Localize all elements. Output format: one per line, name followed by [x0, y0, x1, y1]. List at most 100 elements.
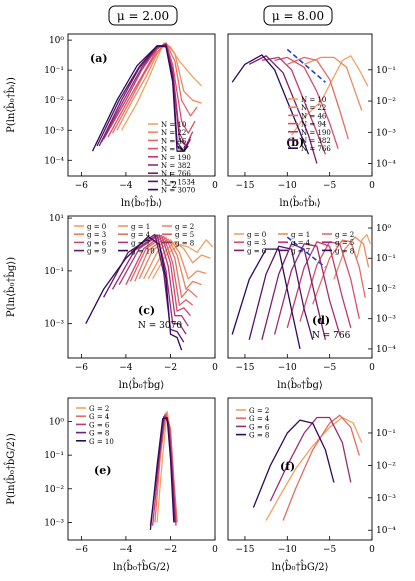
y-tick-label-e-1: 10⁻¹: [44, 451, 64, 461]
panel-e: −6 −4 −2 0 10⁰ 10⁻¹ 10⁻² 10⁻³ ln⟨b̂₀†b̂G/2⟩ P(ln⟨…: [4, 397, 218, 573]
x-axis-label-b: ln⟨b̂₀†b̂ᵢ⟩: [279, 196, 320, 209]
y-tick-label-e-3: 10⁻³: [44, 518, 64, 528]
legend-entry-b-1: N = 22: [301, 104, 326, 112]
series-line-d-8: [231, 248, 301, 350]
series-line-b-0: [290, 55, 369, 136]
legend-entry-c-7: g = 7: [131, 239, 150, 247]
y-axis-label-c: P(ln⟨b̂₀†b̂g⟩): [4, 257, 17, 317]
series-line-f-2: [269, 416, 352, 502]
legend-entry-b-0: N = 10: [301, 96, 326, 104]
panel-note-c: N = 3070: [138, 321, 182, 331]
series-line-e-4: [149, 417, 175, 530]
x-tick-label-b-2: −5: [323, 181, 337, 191]
series-line-d-1: [333, 236, 370, 280]
y-tick-label-d-3: 10⁻³: [376, 315, 396, 325]
legend-entry-e-2: G = 6: [89, 421, 110, 429]
fit-line-b: [286, 48, 326, 83]
legend-d: g = 0 g = 1 g = 2 g = 3 g = 4 g = 5 g = 6 g = 7…: [234, 231, 354, 255]
legend-entry-e-0: G = 2: [89, 405, 109, 413]
y-tick-label-f-2: 10⁻³: [376, 494, 396, 504]
y-tick-label-e-2: 10⁻²: [44, 485, 64, 495]
series-line-f-3: [252, 419, 335, 508]
y-tick-label-c-2: 10⁻³: [44, 320, 64, 330]
legend-entry-e-1: G = 4: [89, 413, 110, 421]
legend-entry-f-1: G = 4: [249, 415, 270, 423]
series-line-b-1: [303, 56, 363, 111]
panel-b: −15 −10 −5 010⁻¹10⁻²10⁻³10⁻⁴ln⟨b̂₀†b̂ᵢ⟩(b)N…: [227, 33, 396, 209]
panel-label-f: (f): [280, 460, 295, 473]
x-tick-label-d-3: 0: [369, 363, 375, 373]
x-axis-label-f: ln⟨b̂₀†b̂G/2⟩: [272, 560, 329, 573]
y-tick-label-b-0: 10⁻¹: [376, 66, 396, 76]
legend-entry-c-10: g = 10: [131, 248, 155, 256]
y-tick-label-d-1: 10⁻¹: [376, 254, 396, 264]
legend-entry-f-3: G = 8: [249, 432, 269, 440]
series-line-c-4: [134, 237, 198, 298]
panel-a: −6 −4 −2 0 10⁰ 10⁻¹ 10⁻² 10⁻³ 10⁻⁴ ln⟨b̂₀†b̂ᵢ⟩ P(l…: [4, 33, 218, 209]
panel-label-a: (a): [90, 52, 108, 65]
legend-entry-c-6: g = 6: [87, 239, 107, 247]
legend-entry-a-1: N = 22: [161, 129, 186, 137]
x-tick-label-d-0: −15: [235, 363, 254, 373]
series-line-b-4: [261, 56, 327, 155]
y-tick-label-f-0: 10⁻¹: [376, 429, 396, 439]
x-tick-label-b-0: −15: [235, 181, 254, 191]
series-line-d-2: [312, 239, 366, 305]
legend-entry-e-4: G = 10: [89, 438, 114, 446]
x-axis-label-d: ln⟨b̂₀†b̂g⟩: [277, 378, 323, 391]
legend-entry-c-9: g = 9: [87, 248, 106, 256]
panel-frame: [67, 215, 216, 359]
legend-entry-b-6: N = 766: [301, 145, 331, 153]
y-tick-label-a-1: 10⁻¹: [44, 66, 64, 76]
series-line-c-10: [85, 235, 183, 351]
x-tick-label-c-0: −6: [75, 363, 89, 373]
x-tick-label-b-3: 0: [369, 181, 375, 191]
series-line-d-6: [261, 243, 327, 340]
panel-label-d: (d): [312, 314, 330, 327]
y-tick-label-f-3: 10⁻⁴: [376, 526, 396, 536]
legend-entry-c-3: g = 3: [87, 231, 106, 239]
panel-label-e: (e): [94, 464, 111, 477]
series-line-d-0: [356, 234, 371, 259]
panel-d: −15 −10 −5 0 10⁰ 10⁻¹ 10⁻² 10⁻³ 10⁻⁴ ln⟨b̂₀†b̂g⟩ (…: [227, 215, 396, 391]
series-line-d-4: [286, 241, 352, 328]
series-line-a-8: [91, 45, 189, 152]
y-tick-label-c-1: 10⁻¹: [44, 267, 64, 277]
series-line-a-0: [120, 42, 203, 131]
x-tick-label-f-0: −15: [235, 545, 254, 555]
y-tick-label-d-0: 10⁰: [376, 224, 391, 234]
x-tick-label-c-1: −4: [119, 363, 133, 373]
x-tick-label-a-3: 0: [212, 181, 218, 191]
y-tick-label-f-1: 10⁻²: [376, 461, 396, 471]
series-line-c-9: [103, 233, 185, 343]
x-tick-label-e-2: −2: [164, 545, 177, 555]
header-left-text: μ = 2.00: [117, 9, 169, 23]
x-tick-label-a-1: −4: [119, 181, 133, 191]
legend-entry-d-7: g = 7: [291, 247, 310, 255]
x-tick-label-d-2: −5: [323, 363, 337, 373]
x-tick-label-a-0: −6: [75, 181, 89, 191]
series-line-b-6: [231, 54, 310, 155]
series-line-c-2: [143, 239, 207, 280]
legend-entry-d-5: g = 5: [335, 239, 354, 247]
legend-entry-c-1: g = 1: [131, 223, 150, 231]
legend-entry-c-2: g = 2: [175, 223, 194, 231]
legend-entry-f-2: G = 6: [249, 423, 270, 431]
x-tick-label-e-0: −6: [75, 545, 89, 555]
series-line-d-3: [299, 241, 360, 322]
legend-entry-b-5: N = 382: [301, 137, 331, 145]
header-left: μ = 2.00: [108, 5, 178, 26]
legend-entry-a-6: N = 766: [161, 170, 191, 178]
x-axis-label-c: ln⟨b̂₀†b̂g⟩: [119, 378, 165, 391]
legend-entry-b-2: N = 46: [301, 112, 327, 120]
panel-c: −6 −4 −2 0 10¹ 10⁻¹ 10⁻³ ln⟨b̂₀†b̂g⟩ P(ln⟨b̂₀†b̂…: [4, 214, 218, 391]
y-tick-label-e-0: 10⁰: [49, 418, 64, 428]
legend-entry-b-4: N = 190: [301, 129, 331, 137]
x-tick-label-a-2: −2: [164, 181, 177, 191]
x-tick-label-e-1: −4: [119, 545, 133, 555]
legend-entry-c-8: g = 8: [175, 239, 194, 247]
legend-entry-d-1: g = 1: [291, 231, 310, 239]
panels: −6 −4 −2 0 10⁰ 10⁻¹ 10⁻² 10⁻³ 10⁻⁴ ln⟨b̂₀†b̂ᵢ⟩ P(l…: [4, 33, 396, 573]
legend-entry-d-6: g = 6: [247, 247, 267, 255]
